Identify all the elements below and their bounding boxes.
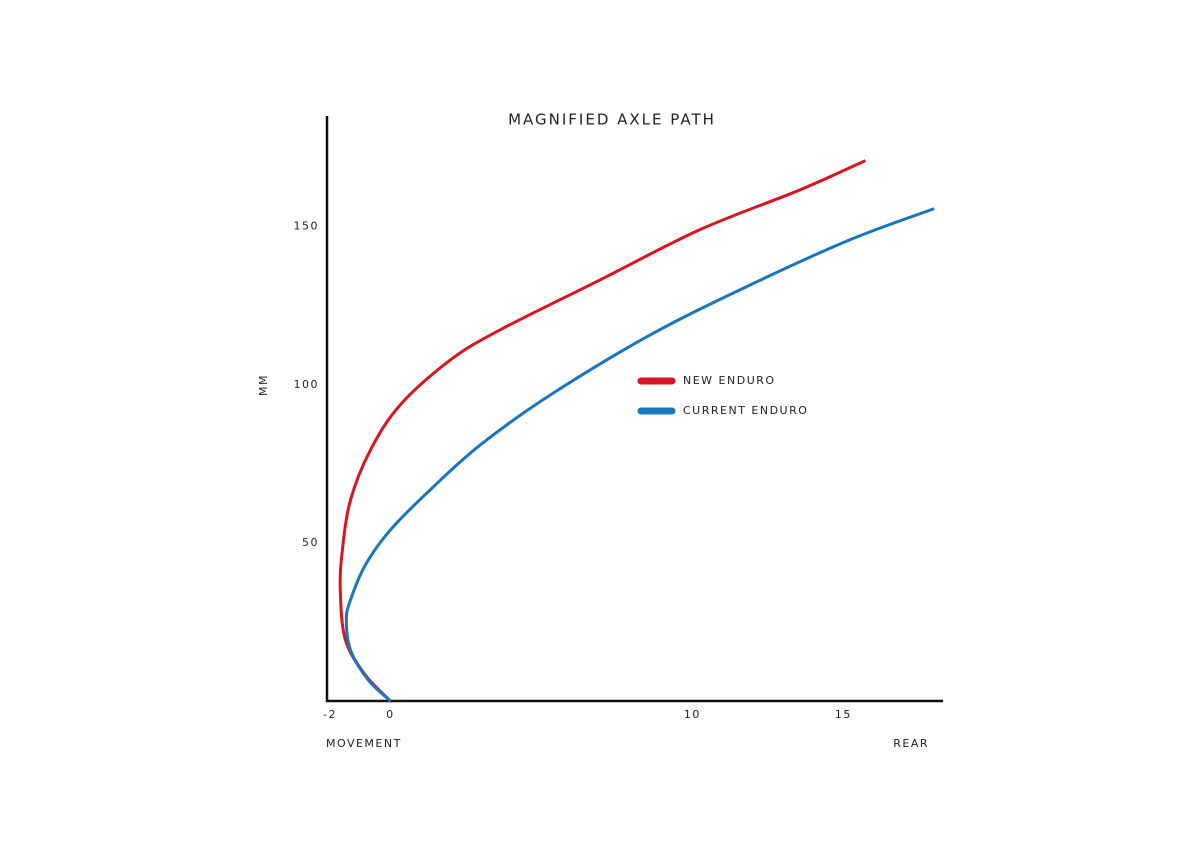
x-tick-label: 10 [684,708,701,721]
y-tick-label: 50 [302,536,319,549]
series-line [344,207,935,703]
y-tick-label: 100 [294,378,320,391]
series-line [338,159,867,703]
x-tick-label: 0 [386,708,395,721]
chart-title: MAGNIFIED AXLE PATH [508,111,716,129]
x-tick-label: -2 [323,708,337,721]
y-tick-label: 150 [294,220,320,233]
legend-label: CURRENT ENDURO [683,404,808,417]
y-axis-label: MM [257,374,270,396]
x-tick-label: 15 [835,708,852,721]
x-axis-label: MOVEMENT [326,737,402,750]
x-axis-label: REAR [893,737,929,750]
legend-label: NEW ENDURO [683,374,776,387]
